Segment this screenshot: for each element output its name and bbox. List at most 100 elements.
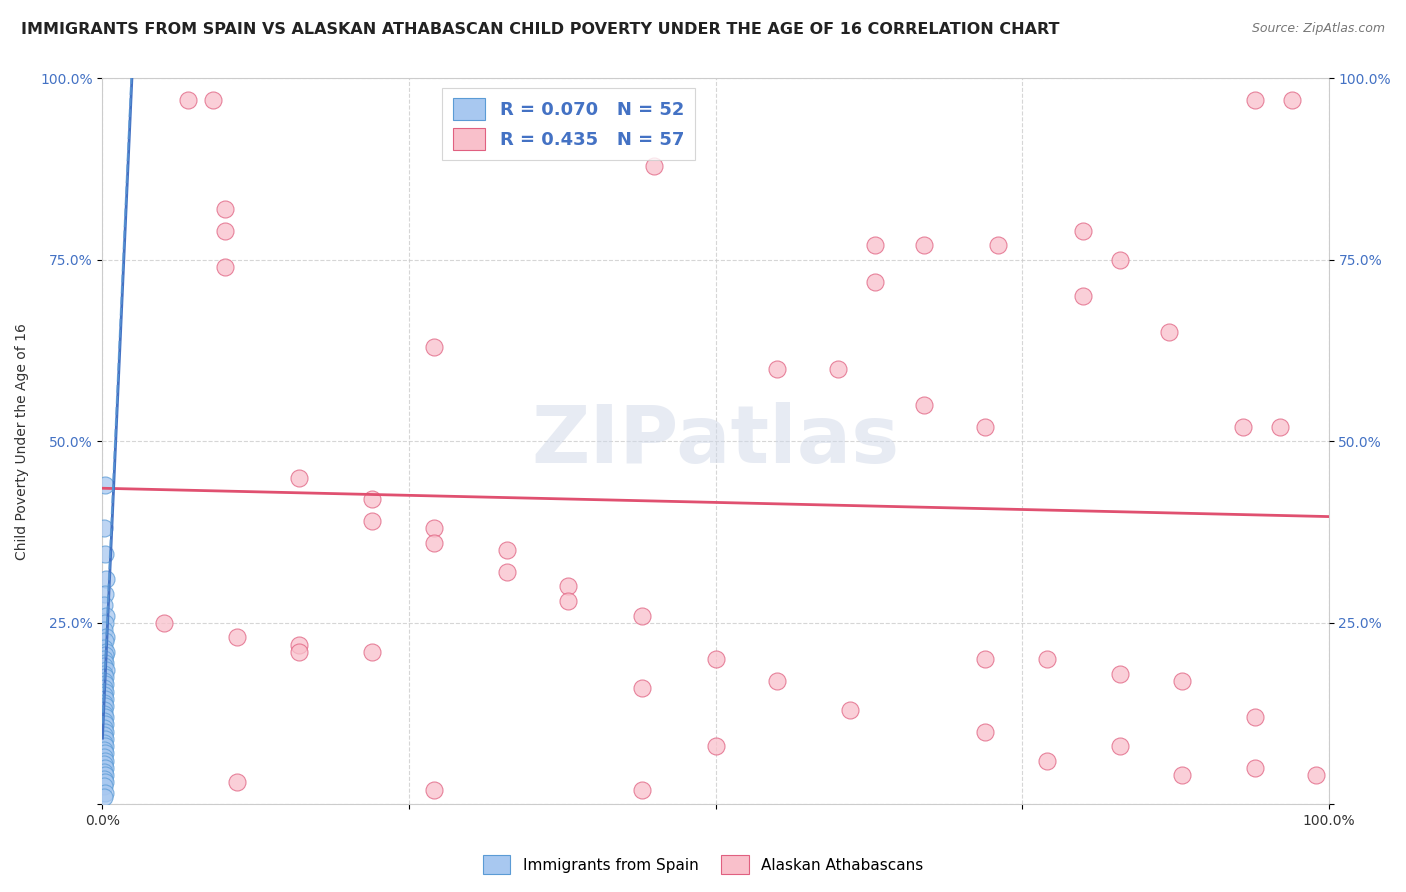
Point xyxy=(287,470,309,484)
Point xyxy=(1244,710,1267,724)
Point xyxy=(93,696,115,710)
Point xyxy=(93,728,115,742)
Point xyxy=(1073,289,1095,303)
Point xyxy=(1170,673,1192,688)
Y-axis label: Child Poverty Under the Age of 16: Child Poverty Under the Age of 16 xyxy=(15,323,30,560)
Point xyxy=(94,761,117,775)
Point xyxy=(422,521,444,535)
Point xyxy=(93,673,115,688)
Point xyxy=(93,652,115,666)
Point xyxy=(1268,420,1291,434)
Point xyxy=(1159,326,1181,340)
Point xyxy=(1073,224,1095,238)
Point xyxy=(1281,93,1303,107)
Point xyxy=(361,492,384,507)
Point xyxy=(496,565,519,579)
Point xyxy=(631,608,654,623)
Point xyxy=(93,757,115,772)
Point xyxy=(94,724,117,739)
Point xyxy=(201,93,224,107)
Point xyxy=(94,786,117,800)
Point xyxy=(361,645,384,659)
Point xyxy=(987,238,1010,252)
Point xyxy=(94,670,117,684)
Point xyxy=(863,275,886,289)
Legend: R = 0.070   N = 52, R = 0.435   N = 57: R = 0.070 N = 52, R = 0.435 N = 57 xyxy=(441,87,695,161)
Point xyxy=(704,652,727,666)
Point xyxy=(827,361,849,376)
Point xyxy=(177,93,200,107)
Point xyxy=(839,703,862,717)
Point xyxy=(94,615,117,630)
Point xyxy=(93,789,115,804)
Point xyxy=(94,699,117,714)
Point xyxy=(766,361,789,376)
Point xyxy=(93,706,115,721)
Point xyxy=(214,224,236,238)
Point xyxy=(94,754,117,768)
Point xyxy=(974,724,997,739)
Point xyxy=(93,735,115,749)
Point xyxy=(94,648,117,663)
Point xyxy=(226,775,249,789)
Point xyxy=(287,638,309,652)
Point xyxy=(94,739,117,754)
Point xyxy=(93,721,115,735)
Point xyxy=(766,673,789,688)
Point xyxy=(226,630,249,644)
Point xyxy=(1035,652,1057,666)
Point xyxy=(94,608,117,623)
Point xyxy=(1109,252,1132,267)
Point xyxy=(422,536,444,550)
Point xyxy=(1109,666,1132,681)
Point xyxy=(1109,739,1132,754)
Point xyxy=(557,580,579,594)
Point xyxy=(93,659,115,673)
Point xyxy=(1170,768,1192,782)
Point xyxy=(94,478,117,492)
Text: ZIPatlas: ZIPatlas xyxy=(531,402,900,481)
Point xyxy=(631,782,654,797)
Point xyxy=(422,340,444,354)
Point xyxy=(863,238,886,252)
Point xyxy=(94,768,117,782)
Legend: Immigrants from Spain, Alaskan Athabascans: Immigrants from Spain, Alaskan Athabasca… xyxy=(477,849,929,880)
Point xyxy=(93,764,115,779)
Point xyxy=(94,684,117,698)
Point xyxy=(94,634,117,648)
Point xyxy=(974,420,997,434)
Point xyxy=(287,645,309,659)
Text: IMMIGRANTS FROM SPAIN VS ALASKAN ATHABASCAN CHILD POVERTY UNDER THE AGE OF 16 CO: IMMIGRANTS FROM SPAIN VS ALASKAN ATHABAS… xyxy=(21,22,1060,37)
Point xyxy=(94,710,117,724)
Point xyxy=(631,681,654,695)
Point xyxy=(557,594,579,608)
Point xyxy=(422,782,444,797)
Point xyxy=(94,775,117,789)
Point xyxy=(1305,768,1327,782)
Point xyxy=(93,779,115,793)
Point xyxy=(93,714,115,728)
Point xyxy=(94,645,117,659)
Point xyxy=(93,598,115,612)
Point xyxy=(93,772,115,786)
Point xyxy=(93,521,115,535)
Point xyxy=(93,750,115,764)
Point xyxy=(214,260,236,275)
Point xyxy=(1035,754,1057,768)
Point xyxy=(643,159,665,173)
Point xyxy=(94,717,117,731)
Point xyxy=(1232,420,1254,434)
Point xyxy=(496,543,519,558)
Point xyxy=(94,747,117,761)
Point xyxy=(93,681,115,695)
Point xyxy=(93,666,115,681)
Point xyxy=(912,238,935,252)
Point xyxy=(93,689,115,703)
Point xyxy=(93,743,115,757)
Point xyxy=(361,514,384,528)
Point xyxy=(912,398,935,412)
Point xyxy=(94,656,117,670)
Point xyxy=(94,731,117,746)
Text: Source: ZipAtlas.com: Source: ZipAtlas.com xyxy=(1251,22,1385,36)
Point xyxy=(94,587,117,601)
